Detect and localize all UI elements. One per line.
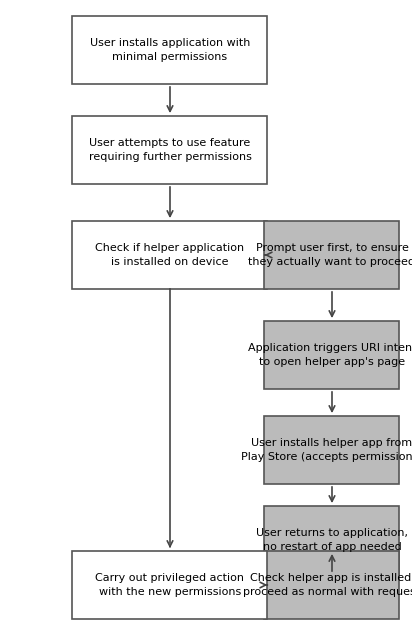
Text: User installs helper app from
Play Store (accepts permissions): User installs helper app from Play Store… [241,439,412,461]
Text: Check if helper application
is installed on device: Check if helper application is installed… [96,243,245,267]
FancyBboxPatch shape [265,321,400,389]
Text: User attempts to use feature
requiring further permissions: User attempts to use feature requiring f… [89,138,251,162]
Text: Prompt user first, to ensure
they actually want to proceed: Prompt user first, to ensure they actual… [248,243,412,267]
FancyBboxPatch shape [73,221,267,289]
FancyBboxPatch shape [265,221,400,289]
FancyBboxPatch shape [265,506,400,574]
FancyBboxPatch shape [73,551,267,619]
Text: Carry out privileged action
with the new permissions: Carry out privileged action with the new… [96,573,244,597]
FancyBboxPatch shape [73,116,267,184]
FancyBboxPatch shape [265,416,400,484]
Text: User installs application with
minimal permissions: User installs application with minimal p… [90,39,250,61]
Text: Check helper app is installed,
proceed as normal with request: Check helper app is installed, proceed a… [243,573,412,597]
FancyBboxPatch shape [265,551,400,619]
Text: Application triggers URI intent
to open helper app's page: Application triggers URI intent to open … [248,343,412,367]
Text: User returns to application,
no restart of app needed: User returns to application, no restart … [256,528,408,552]
FancyBboxPatch shape [73,16,267,84]
